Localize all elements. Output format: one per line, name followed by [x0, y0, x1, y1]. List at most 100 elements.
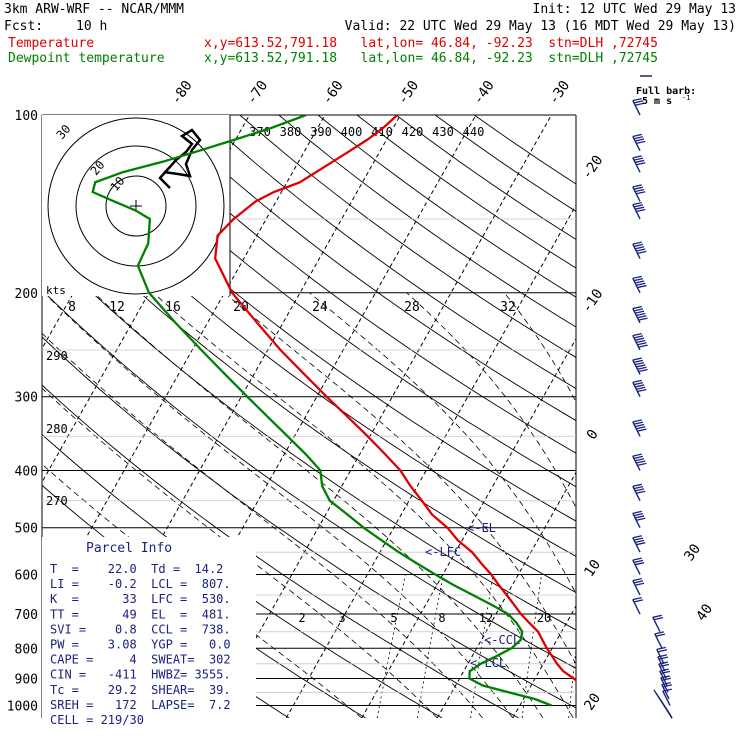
wind-barb-flag	[634, 102, 645, 106]
hodograph-speed-label-20: 20	[233, 300, 249, 315]
isotherm-line	[285, 204, 576, 718]
hodograph-ring	[105, 175, 167, 237]
isotherm-line	[0, 115, 23, 718]
wind-barb-flag	[633, 537, 644, 541]
moist-adiabat	[93, 292, 544, 718]
model-title: 3km ARW-WRF -- NCAR/MMM	[4, 2, 185, 17]
wind-barb-flag	[637, 284, 647, 289]
barb-legend-units: 5 m s	[642, 96, 672, 107]
wind-barb-flag	[637, 315, 647, 319]
parcel-info-row: TT = 49 EL = 481.	[50, 607, 231, 621]
wind-barb-flag	[632, 275, 642, 279]
isotherm-line	[42, 115, 326, 617]
parcel-info-row: LI = -0.2 LCL = 807.	[50, 577, 231, 591]
isotherm-label--60: -60	[319, 78, 347, 108]
moist-adiabat	[152, 292, 574, 718]
wind-barb-flag	[636, 490, 646, 494]
init-time: Init: 12 UTC Wed 29 May 13	[532, 2, 737, 17]
wind-barb-flag	[634, 206, 645, 210]
wind-barb-flag	[634, 384, 645, 388]
wind-barb-flag	[633, 559, 644, 564]
wind-barb-flag	[632, 357, 642, 361]
dewpoint-legend: Dewpoint temperature	[8, 51, 165, 66]
isotherm-line	[210, 115, 552, 718]
wind-barb-flag	[634, 539, 645, 544]
wind-barb	[632, 155, 646, 173]
wind-barb	[632, 184, 646, 202]
isotherm-label--30: -30	[546, 78, 574, 108]
dry-adiabat	[200, 115, 576, 390]
mixing-ratio-label-3: 3	[338, 611, 345, 625]
wind-barb-flag	[633, 204, 644, 208]
wind-barb-flag	[632, 510, 642, 514]
wind-barb	[652, 614, 664, 633]
wind-barb-flag	[637, 428, 647, 432]
wind-barb-flag	[637, 462, 647, 466]
forecast-hour: 10 h	[76, 19, 108, 34]
mixing-ratio-line	[568, 646, 576, 718]
theta-left-label-290: 290	[46, 349, 68, 363]
moist-adiabat	[42, 332, 483, 718]
hodograph-speed-label-16: 16	[165, 300, 181, 315]
wind-barb-flag	[637, 366, 647, 370]
barb-legend-exponent: -1	[682, 94, 690, 102]
wind-barb-flag	[638, 368, 648, 373]
dry-adiabat	[83, 115, 576, 488]
dewpoint-trace	[91, 115, 552, 707]
dry-adiabat	[42, 384, 519, 718]
barb-legend-title: Full barb:	[636, 86, 696, 97]
wind-barb-flag	[634, 515, 645, 519]
wind-barb-flag	[634, 458, 645, 462]
temperature-legend: Temperature	[8, 36, 95, 51]
wind-barb-flag	[634, 138, 645, 142]
isotherm-label-20: 20	[581, 691, 604, 714]
wind-barb-flag	[636, 386, 646, 390]
wind-barb-flag	[636, 517, 646, 521]
level-marker-ccl: <-CCL	[484, 633, 520, 647]
wind-barb-flag	[633, 485, 644, 490]
wind-barb-flag	[636, 282, 646, 286]
isotherm-label--10: -10	[579, 286, 607, 316]
isotherm-label--80: -80	[168, 78, 196, 108]
wind-barb-flag	[638, 317, 648, 321]
wind-barb-flag	[633, 186, 644, 190]
parcel-info-row: SVI = 0.8 CCL = 738.	[50, 622, 231, 636]
wind-barb	[632, 379, 647, 398]
wind-barb	[632, 510, 646, 529]
theta-label-380: 380	[280, 125, 302, 139]
wind-barb	[632, 596, 644, 615]
wind-barb-flag	[653, 616, 664, 621]
wind-barb-flag	[634, 280, 645, 284]
wind-barb-flag	[633, 359, 644, 363]
wind-barb-flag	[632, 97, 642, 102]
wind-barb	[632, 357, 648, 375]
dry-adiabat	[44, 115, 576, 522]
pressure-tick-600: 600	[15, 568, 38, 583]
wind-barb-flag	[632, 305, 642, 310]
mixing-ratio-label-5: 5	[390, 611, 397, 625]
wind-barb-flag	[657, 649, 668, 653]
dry-adiabat	[122, 115, 576, 454]
pressure-tick-700: 700	[15, 608, 38, 623]
parcel-info-panel: Parcel Info T = 22.0 Td = 14.2LI = -0.2 …	[42, 537, 256, 727]
wind-barb-flag	[632, 184, 642, 188]
pressure-tick-500: 500	[15, 522, 38, 537]
moist-adiabat	[42, 387, 438, 718]
theta-left-label-280: 280	[46, 422, 68, 436]
wind-barb	[632, 97, 645, 116]
hodograph-ring	[75, 145, 197, 267]
wind-barb-staff	[665, 707, 673, 719]
wind-barb-flag	[659, 663, 670, 668]
wind-barb	[632, 577, 645, 596]
theta-label-410: 410	[371, 125, 393, 139]
dry-adiabat	[395, 115, 576, 240]
parcel-info-row: K = 33 LFC = 530.	[50, 592, 231, 606]
isotherm-label-40: 40	[693, 601, 716, 624]
wind-barb-flag	[633, 100, 644, 104]
pressure-tick-300: 300	[15, 391, 38, 406]
isotherm-label--50: -50	[395, 78, 423, 108]
mixing-ratio-line	[376, 574, 406, 718]
mixing-ratio-label-12: 12	[479, 611, 493, 625]
wind-barb-flag	[634, 361, 645, 366]
hodograph-trace	[158, 128, 202, 189]
